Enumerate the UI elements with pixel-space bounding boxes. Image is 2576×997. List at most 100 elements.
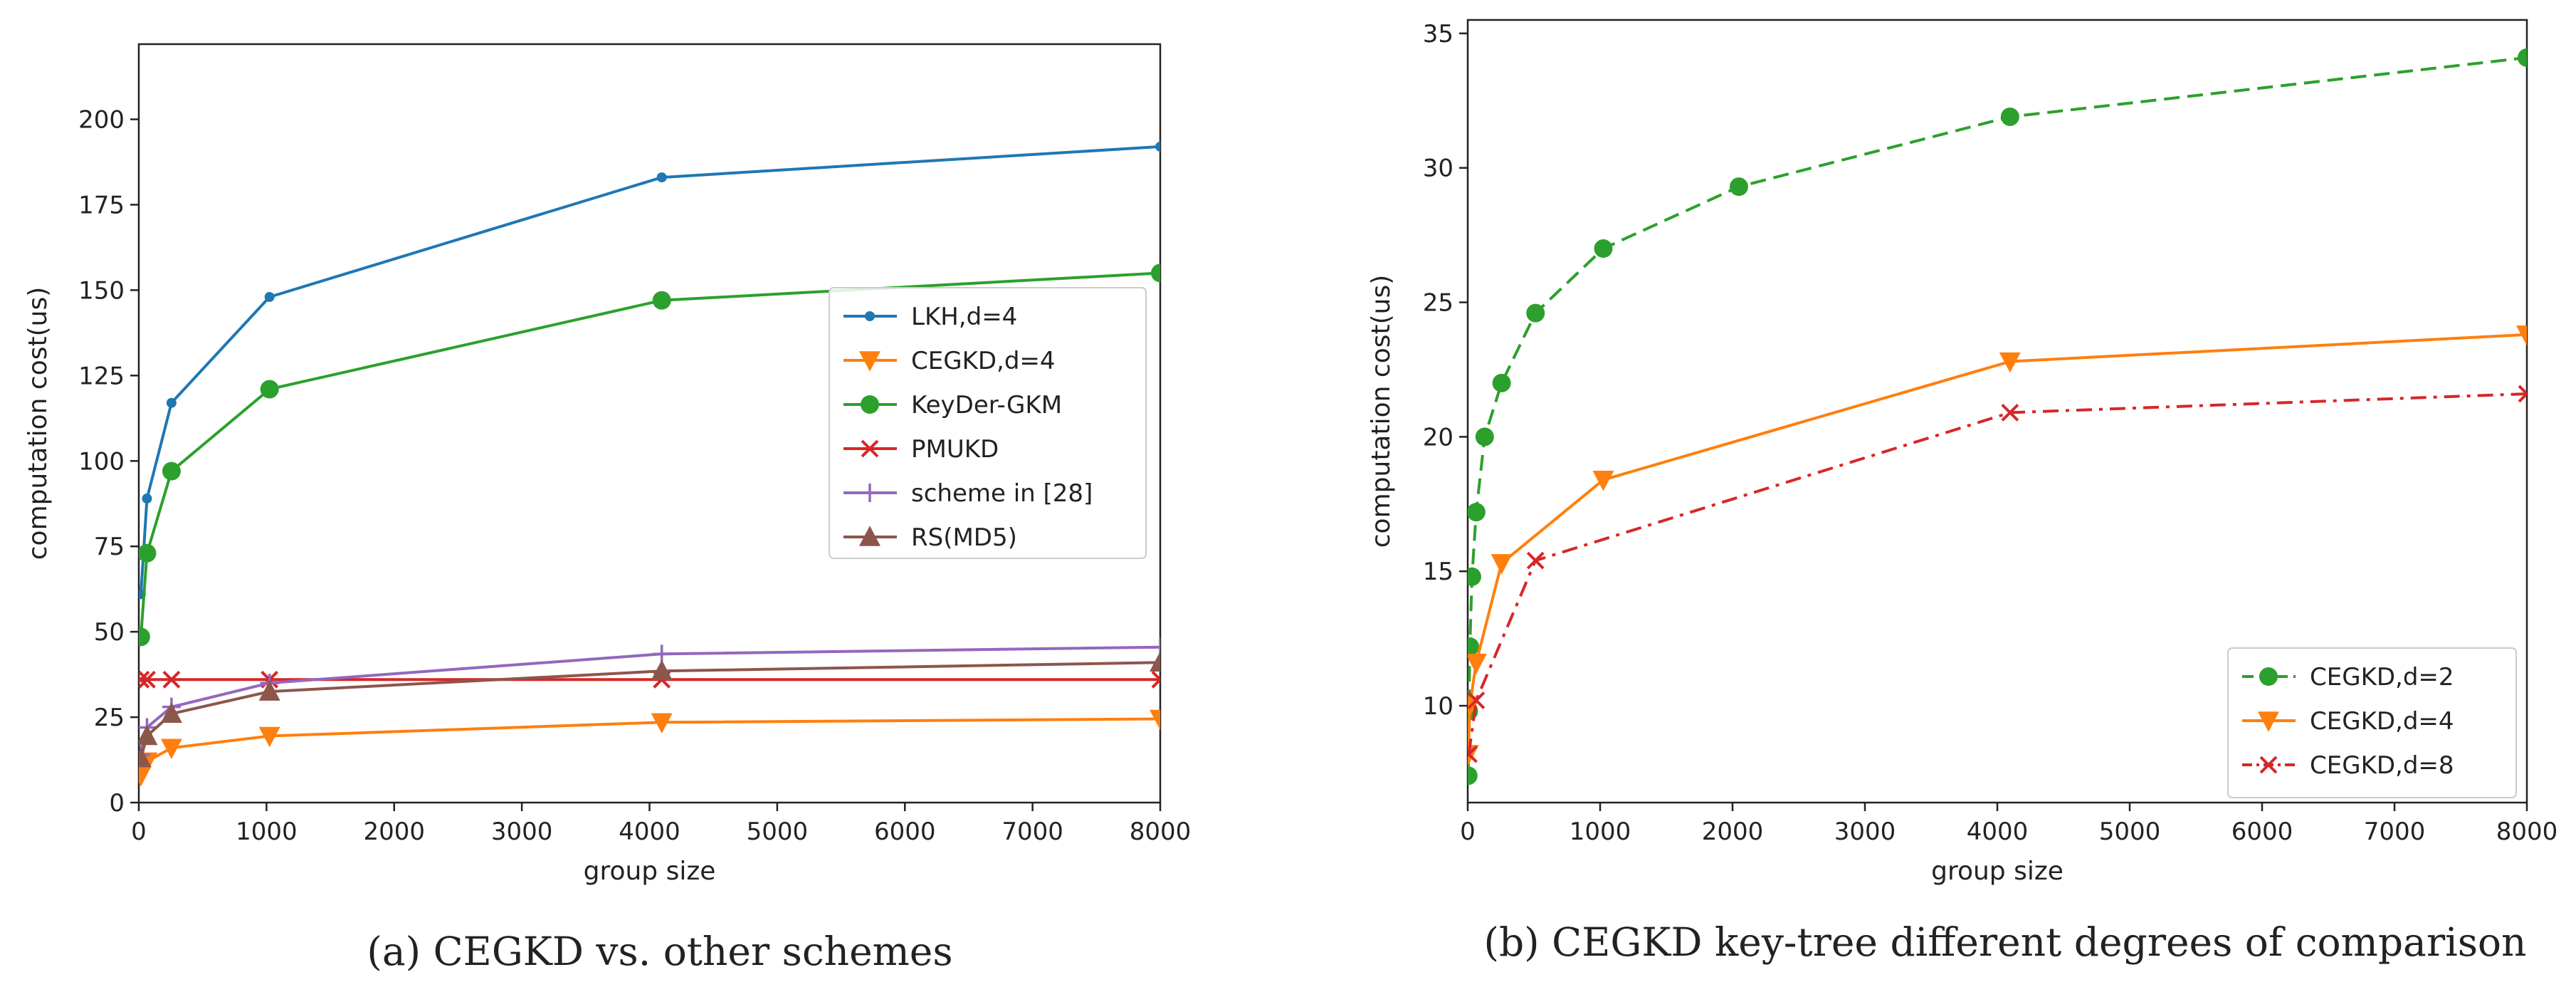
y-tick-label: 35: [1423, 20, 1453, 48]
legend-marker: [2259, 667, 2278, 686]
legend-box: [2227, 647, 2517, 798]
legend-marker: [859, 526, 880, 546]
legend-marker: [861, 439, 879, 458]
x-tick-label: 6000: [874, 818, 936, 846]
legend-marker: [861, 484, 879, 502]
legend-marker: [861, 395, 879, 414]
x-tick-label: 3000: [491, 818, 553, 846]
data-point: [1592, 471, 1614, 491]
data-point: [139, 670, 150, 689]
data-point: [1526, 303, 1545, 323]
data-point: [2516, 325, 2527, 346]
data-point: [264, 292, 275, 302]
data-point: [1151, 670, 1160, 689]
legend-entry: PMUKD: [911, 435, 999, 464]
x-tick-label: 5000: [747, 818, 809, 846]
data-point: [2518, 48, 2527, 67]
data-point: [139, 543, 157, 563]
y-tick-label: 125: [78, 362, 125, 390]
chart-panel-a: 0 1000 2000 3000 4000 5000 6000 7000 8000 0 25 50 75…: [23, 43, 1191, 974]
y-axis-label: computation cost(us): [23, 287, 53, 560]
data-point: [1729, 177, 1748, 197]
data-point: [2000, 107, 2019, 126]
x-tick-label: 2000: [1702, 818, 1764, 846]
data-point: [139, 627, 150, 647]
x-axis-label: group size: [1931, 857, 2064, 886]
series-line: [139, 661, 1160, 759]
data-point: [258, 680, 280, 701]
data-point: [1491, 554, 1513, 575]
data-point: [162, 670, 181, 689]
x-tick-label: 4000: [619, 818, 680, 846]
y-axis-label: computation cost(us): [1367, 275, 1396, 548]
y-tick-label: 20: [1423, 423, 1453, 451]
legend-entry: KeyDer-GKM: [911, 391, 1062, 419]
data-point: [1468, 691, 1486, 709]
legend-entry: CEGKD,d=2: [2310, 663, 2454, 691]
data-point: [1468, 766, 1478, 785]
data-point: [1526, 551, 1545, 570]
data-point: [1151, 637, 1160, 657]
series-group: [139, 141, 1160, 787]
data-point: [1150, 709, 1160, 731]
y-tick-label: 200: [78, 106, 125, 135]
series-cegkd-d-8: [1468, 385, 2527, 763]
data-point: [1468, 653, 1487, 674]
data-point: [1468, 745, 1478, 763]
x-tick-label: 1000: [1570, 818, 1631, 846]
x-tick-label: 3000: [1834, 818, 1896, 846]
x-tick-label: 0: [131, 818, 147, 846]
legend-marker: [2259, 756, 2278, 774]
y-tick-label: 25: [1423, 289, 1453, 318]
x-tick-label: 7000: [1002, 818, 1063, 846]
series-line: [139, 645, 1160, 756]
x-tick-label: 0: [1460, 818, 1476, 846]
legend-marker: [859, 351, 880, 372]
data-point: [1468, 637, 1479, 656]
data-point: [160, 702, 182, 724]
legend-entry: LKH,d=4: [911, 303, 1017, 331]
data-point: [1468, 503, 1486, 522]
y-tick-label: 175: [78, 191, 125, 219]
y-tick-label: 50: [94, 618, 125, 647]
x-axis-label: group size: [584, 857, 716, 886]
x-tick-label: 2000: [363, 818, 425, 846]
data-point: [1999, 352, 2021, 373]
data-point: [160, 738, 182, 759]
data-point: [162, 461, 181, 481]
y-tick-label: 25: [94, 704, 125, 732]
legend-marker: [865, 311, 875, 321]
data-point: [1475, 427, 1494, 447]
legend-entry: scheme in [28]: [911, 479, 1093, 508]
series-line: [139, 271, 1160, 637]
y-tick-label: 150: [78, 276, 125, 305]
x-tick-label: 7000: [2364, 818, 2426, 846]
series-pmukd: [139, 670, 1160, 689]
series-rs-md5-: [139, 651, 1160, 768]
data-point: [258, 726, 280, 748]
legend: LKH,d=4 CEGKD,d=4 KeyDer-GKM PMUKD scheme in…: [829, 287, 1147, 559]
data-point: [1150, 651, 1160, 672]
series-line: [139, 145, 1160, 595]
data-point: [651, 659, 673, 681]
data-point: [166, 397, 177, 408]
x-tick-label: 1000: [236, 818, 298, 846]
data-point: [139, 724, 158, 746]
data-point: [656, 172, 667, 183]
series-keyder-gkm: [139, 263, 1160, 647]
series-scheme-in-28-: [139, 637, 1160, 764]
series-cegkd-d-4: [139, 709, 1160, 787]
x-tick-label: 6000: [2231, 818, 2293, 846]
series-group: [1468, 48, 2527, 785]
data-point: [1151, 263, 1160, 283]
data-point: [142, 494, 152, 504]
data-point: [2518, 385, 2527, 403]
x-tick-label: 8000: [2496, 818, 2558, 846]
legend-entry: CEGKD,d=4: [911, 347, 1056, 375]
data-point: [260, 380, 279, 399]
legend-entry: CEGKD,d=4: [2310, 707, 2454, 736]
series-line: [140, 717, 1160, 776]
chart-panel-b: 0 1000 2000 3000 4000 5000 6000 7000 8000 10 15 20 2…: [1367, 19, 2558, 965]
y-tick-label: 30: [1423, 155, 1453, 183]
